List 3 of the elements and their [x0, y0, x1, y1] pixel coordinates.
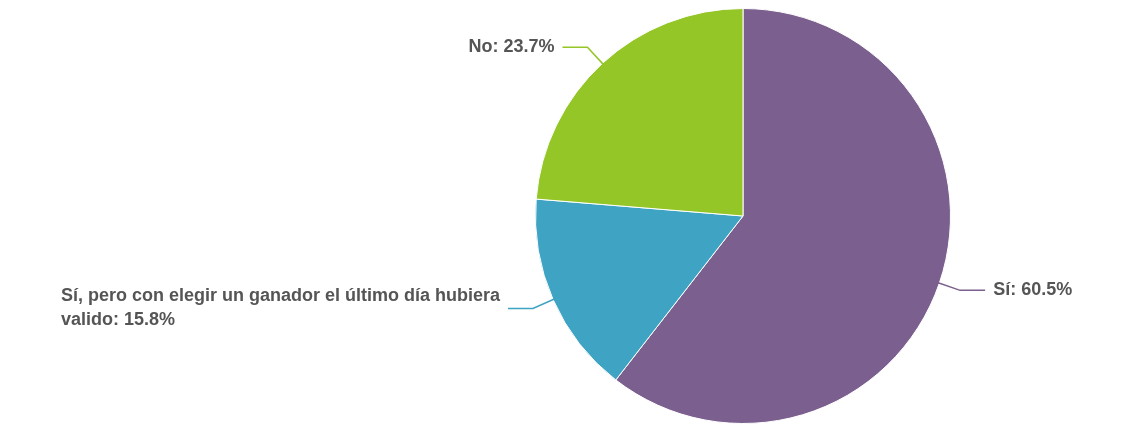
- slice-label: Sí: 60.5%: [993, 279, 1073, 300]
- slice-label: No: 23.7%: [468, 36, 555, 57]
- slice-label: Sí, pero con elegir un ganador el último día hubiera valido: 15.8%: [60, 285, 501, 330]
